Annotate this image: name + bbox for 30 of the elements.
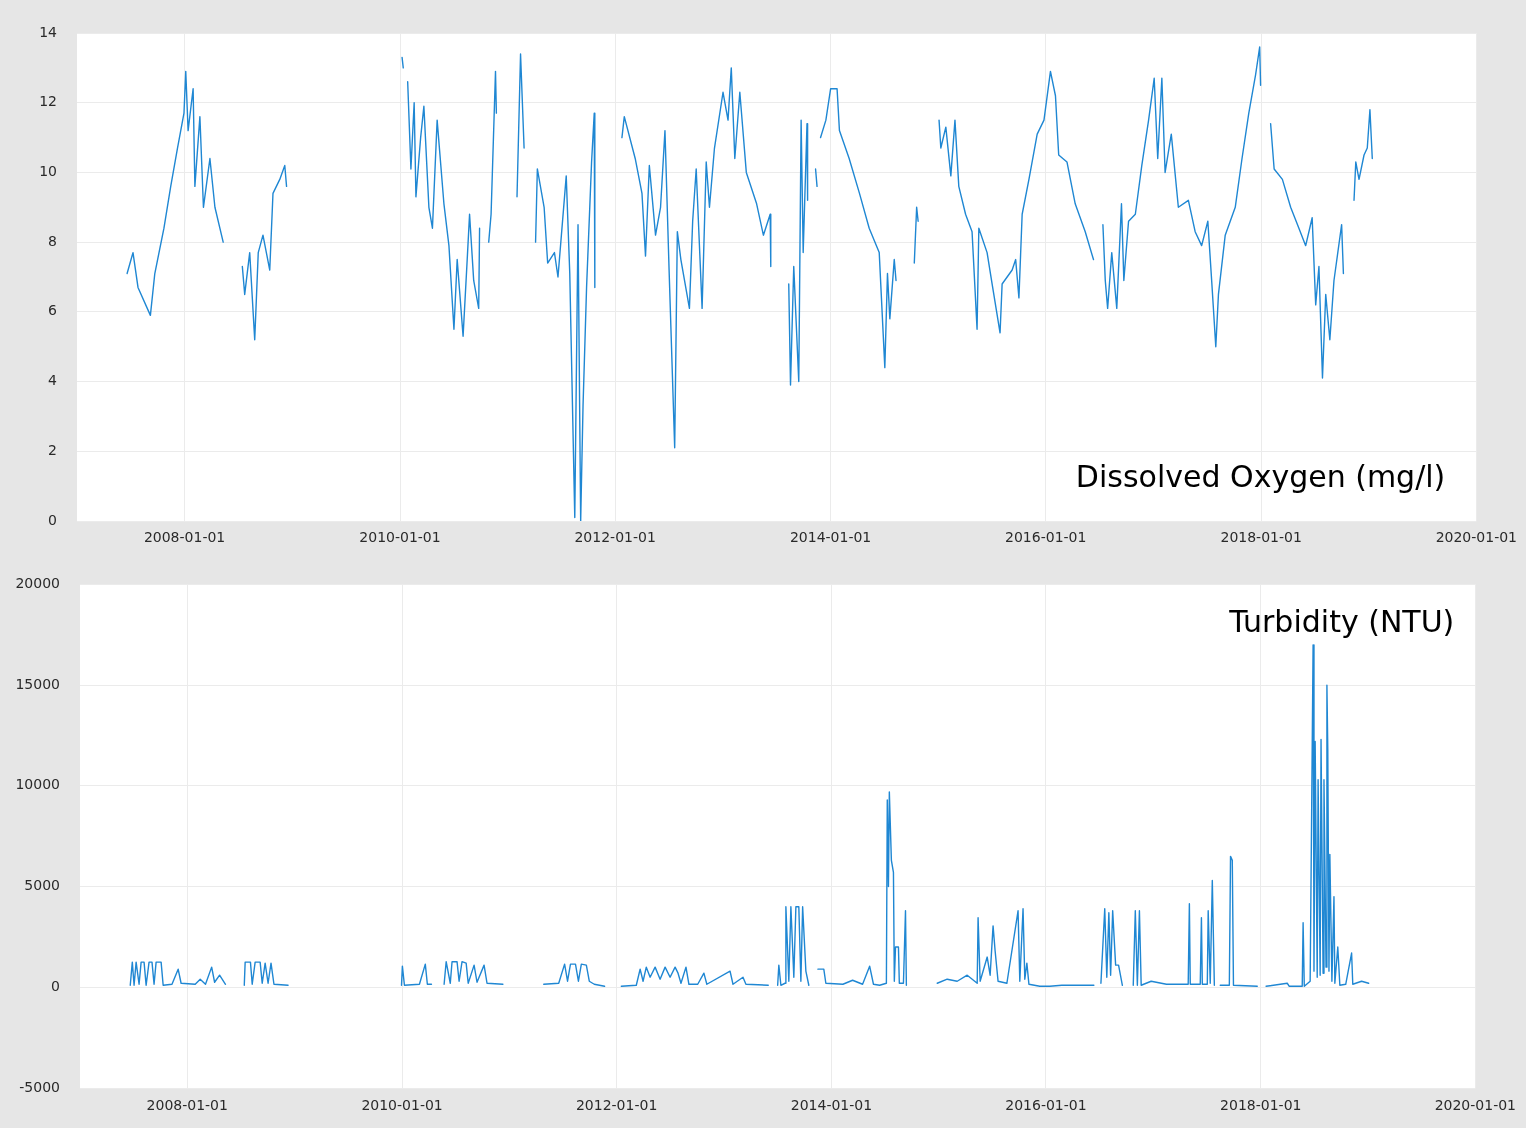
- x-tick-label: 2018-01-01: [1220, 1097, 1302, 1114]
- y-tick-label: 14: [39, 23, 58, 40]
- x-tick-label: 2020-01-01: [1434, 1097, 1517, 1114]
- x-tick-label: 2018-01-01: [1220, 529, 1302, 546]
- x-tick-label: 2008-01-01: [146, 1097, 228, 1114]
- y-tick-label: 0: [51, 977, 60, 994]
- y-tick-label: -5000: [19, 1078, 60, 1095]
- y-tick-label: 6: [48, 302, 58, 319]
- x-tick-label: 2012-01-01: [575, 1097, 658, 1114]
- text: Dissolved Oxygen (mg/l): [1075, 459, 1446, 494]
- x-tick-label: 2020-01-01: [1435, 529, 1518, 546]
- x-tick-label: 2016-01-01: [1005, 529, 1087, 546]
- x-tick-label: 2008-01-01: [143, 529, 226, 546]
- y-tick-label: 10000: [15, 776, 60, 793]
- y-tick-label: 4: [48, 372, 58, 389]
- x-tick-label: 2016-01-01: [1005, 1097, 1087, 1114]
- x-tick-label: 2014-01-01: [790, 1097, 873, 1114]
- y-tick-label: 15000: [15, 675, 60, 692]
- y-tick-label: 8: [48, 232, 57, 249]
- x-tick-label: 2012-01-01: [574, 529, 656, 546]
- y-tick-label: 10: [39, 163, 57, 180]
- x-tick-label: 2014-01-01: [789, 529, 872, 546]
- text: Turbidity (NTU): [1228, 604, 1455, 640]
- y-tick-label: 20000: [15, 575, 60, 592]
- y-tick-label: 0: [48, 511, 57, 528]
- y-tick-label: 12: [39, 93, 57, 110]
- y-tick-label: 5000: [24, 877, 60, 894]
- y-tick-label: 2: [48, 441, 57, 458]
- x-tick-label: 2010-01-01: [359, 529, 441, 546]
- x-tick-label: 2010-01-01: [361, 1097, 443, 1114]
